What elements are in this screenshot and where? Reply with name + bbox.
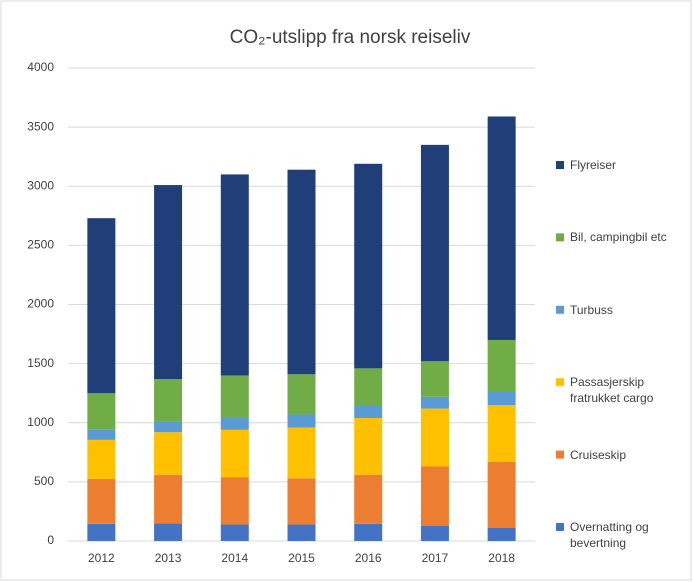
legend-swatch (556, 378, 564, 387)
bar-segment (354, 418, 383, 475)
bar-segment (354, 368, 383, 406)
legend-swatch (556, 523, 564, 531)
bar-segment (487, 116, 516, 340)
legend-swatch (556, 450, 564, 459)
legend-label: Cruiseskip (570, 447, 627, 462)
bar-segment (87, 478, 116, 524)
bar-segment (220, 477, 249, 525)
x-tick-label: 2012 (88, 551, 115, 565)
x-tick-label: 2014 (221, 551, 248, 565)
bar-segment (487, 392, 516, 406)
bar-segment (154, 432, 183, 475)
bar-segment (220, 429, 249, 478)
x-tick-label: 2017 (422, 551, 449, 565)
bar-segment (154, 523, 183, 541)
bar-segment (220, 418, 249, 430)
legend-swatch (556, 233, 564, 242)
bar-segment (220, 524, 249, 541)
bar-segment (420, 525, 449, 541)
y-tick-label: 1500 (27, 356, 54, 370)
x-tick-label: 2013 (155, 551, 182, 565)
bar-segment (220, 375, 249, 419)
y-tick-label: 3000 (27, 178, 54, 192)
bar-segment (154, 378, 183, 422)
bar-segment (87, 429, 116, 440)
bar-segment (287, 414, 316, 428)
y-tick-label: 1000 (27, 415, 54, 429)
bar-segment (154, 421, 183, 433)
bar-segment (354, 474, 383, 524)
bar-segment (420, 144, 449, 362)
x-tick-label: 2018 (488, 551, 515, 565)
bar-segment (354, 405, 383, 419)
bar-segment (220, 174, 249, 376)
y-tick-label: 500 (34, 474, 54, 488)
bar-segment (154, 185, 183, 379)
bar-segment (354, 163, 383, 369)
bar-segment (287, 169, 316, 375)
legend-label: Passasjerskip fratrukket cargo (570, 375, 654, 406)
bar-segment (487, 461, 516, 528)
y-tick-label: 0 (47, 533, 54, 547)
bar-segment (420, 396, 449, 409)
bar-segment (420, 408, 449, 467)
legend-label: Overnatting og bevertning (570, 520, 649, 550)
bar-segment (87, 439, 116, 479)
y-tick-label: 4000 (27, 60, 54, 74)
bar-segment (287, 524, 316, 541)
legend-label: Turbuss (570, 302, 613, 317)
legend-label: Flyreiser (570, 158, 617, 172)
bar-segment (87, 393, 116, 430)
bar-segment (487, 527, 516, 541)
y-tick-label: 3500 (27, 119, 54, 133)
bar-segment (420, 361, 449, 397)
bar-segment (487, 339, 516, 393)
x-tick-label: 2015 (288, 551, 315, 565)
bar-segment (87, 218, 116, 394)
chart-title: CO₂-utslipp fra norsk reiseliv (230, 27, 471, 48)
y-tick-label: 2000 (27, 297, 54, 311)
bar-segment (420, 466, 449, 526)
bar-segment (487, 405, 516, 462)
bar-segment (87, 523, 116, 541)
bar-segment (154, 474, 183, 524)
bar-segment (287, 374, 316, 415)
legend-swatch (556, 305, 564, 314)
bar-segment (287, 478, 316, 525)
bar-segment (354, 523, 383, 541)
legend-swatch (556, 161, 564, 169)
legend-label: Bil, campingbil etc (570, 230, 667, 245)
y-tick-label: 2500 (27, 238, 54, 252)
bar-segment (287, 427, 316, 479)
x-tick-label: 2016 (355, 551, 382, 565)
